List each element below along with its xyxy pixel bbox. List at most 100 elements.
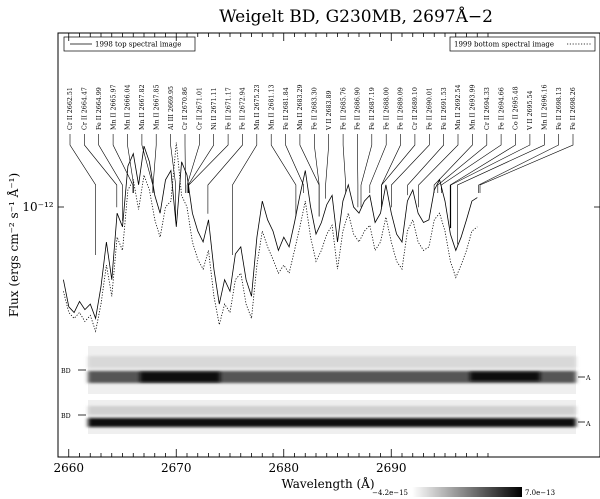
line-id-leader xyxy=(325,134,329,199)
y-tick-label: 10⁻¹² xyxy=(22,200,53,214)
x-tick-label: 2680 xyxy=(268,461,299,475)
line-id-label: Mn II 2665.97 xyxy=(110,84,117,130)
line-id-leader xyxy=(186,134,200,193)
line-identifications: Cr II 2662.51 Cr II 2664.47 Fe II 2664.99 M… xyxy=(67,84,577,255)
spectral-image-top-dark-band xyxy=(470,372,540,381)
line-id-label: Co II 2695.48 xyxy=(513,86,520,130)
line-id-label: Mn II 2666.04 xyxy=(125,84,132,130)
colorbar xyxy=(412,487,522,497)
line-id-leader xyxy=(437,134,488,193)
line-id-label: Cr II 2670.86 xyxy=(182,87,189,130)
x-ticks: 2660 2670 2680 2690 xyxy=(53,461,406,475)
line-id-label: Fe II 2691.53 xyxy=(441,87,448,130)
minor-ticks xyxy=(68,33,489,457)
top-image-right-label: A xyxy=(585,375,591,382)
line-id-leader xyxy=(342,134,346,193)
line-id-leader xyxy=(433,134,473,193)
line-id-label: Fe II 2685.76 xyxy=(340,87,347,130)
line-id-label: Cr II 2671.01 xyxy=(197,87,204,130)
line-id-label: Ni II 2671.11 xyxy=(211,87,218,130)
line-id-label: Fe II 2688.00 xyxy=(383,87,390,130)
line-id-leader xyxy=(187,134,214,193)
spectral-image-top xyxy=(88,346,576,394)
line-id-label: Cr II 2662.51 xyxy=(67,87,74,130)
chart-title: Weigelt BD, G230MB, 2697Å−2 xyxy=(219,6,493,27)
line-id-label: Fe II 2690.01 xyxy=(427,87,434,130)
spectral-image-bottom-trace-a xyxy=(88,418,576,427)
line-id-leader xyxy=(170,134,176,221)
line-id-label: Fe II 2672.94 xyxy=(240,87,247,130)
spectral-image-top-trace-bd xyxy=(88,356,576,368)
line-id-leader xyxy=(285,134,304,193)
line-id-leader xyxy=(152,134,157,193)
line-id-label: Mn II 2692.54 xyxy=(455,84,462,130)
colorbar-min-label: −4.2e−15 xyxy=(372,489,408,497)
line-id-label: Mn II 2693.99 xyxy=(470,84,477,130)
line-id-label: Fe II 2694.66 xyxy=(498,87,505,130)
line-id-label: Fe II 2681.84 xyxy=(283,87,290,130)
line-id-leader xyxy=(69,134,96,255)
line-id-label: Fe II 2664.99 xyxy=(96,87,103,130)
legend-right-box xyxy=(449,36,596,52)
line-id-leader xyxy=(391,134,430,208)
line-id-leader xyxy=(478,134,559,193)
x-axis-label: Wavelength (Å) xyxy=(281,476,374,491)
line-id-label: V II 2683.89 xyxy=(326,90,333,131)
line-id-leader xyxy=(407,134,444,196)
line-id-leader xyxy=(299,134,320,217)
line-id-leader xyxy=(232,134,258,255)
series-lines xyxy=(63,142,478,333)
line-id-label: Fe II 2698.13 xyxy=(556,87,563,130)
spectral-image-top-dark-band xyxy=(140,372,220,382)
line-id-leader xyxy=(84,134,118,208)
line-id-leader xyxy=(369,134,387,193)
line-id-leader xyxy=(441,134,502,193)
line-id-leader xyxy=(314,134,320,217)
line-id-label: Al III 2669.95 xyxy=(168,86,175,131)
line-id-leader xyxy=(381,134,401,208)
line-id-label: Fe II 2671.17 xyxy=(225,87,232,130)
plot-frame xyxy=(57,32,600,458)
line-id-leader xyxy=(479,134,574,193)
line-id-label: Mn II 2681.13 xyxy=(268,84,275,130)
spectral-image-bottom-trace-bd xyxy=(88,406,576,415)
line-id-label: Cr II 2694.33 xyxy=(484,87,491,130)
top-image-left-label: BD xyxy=(61,368,71,375)
y-axis-label: Flux (ergs cm⁻² s⁻¹ Å⁻¹) xyxy=(6,173,21,317)
line-id-leader xyxy=(450,134,531,229)
line-id-leader xyxy=(357,134,359,208)
line-id-leader xyxy=(360,134,373,208)
line-id-leader xyxy=(98,134,123,221)
line-id-label: Mn II 2696.16 xyxy=(542,84,549,130)
line-id-leader xyxy=(184,134,186,193)
line-id-leader xyxy=(381,134,416,208)
line-id-label: Mn II 2667.82 xyxy=(139,84,146,130)
x-tick-label: 2670 xyxy=(161,461,192,475)
line-id-label: Fe II 2686.90 xyxy=(355,87,362,130)
line-id-label: Mn II 2675.23 xyxy=(254,84,261,130)
series-line-1999 xyxy=(63,142,478,333)
line-id-label: Fe II 2689.09 xyxy=(398,87,405,130)
x-tick-label: 2660 xyxy=(53,461,84,475)
line-id-leader xyxy=(207,134,243,214)
line-id-label: Cr II 2664.47 xyxy=(82,87,89,130)
legend-right-label: 1999 bottom spectral image xyxy=(454,41,554,49)
line-id-label: Mn II 2667.85 xyxy=(153,84,160,130)
bottom-image-right-label: A xyxy=(585,421,591,428)
legend-left-box xyxy=(63,36,196,52)
line-id-label: Fe II 2698.26 xyxy=(570,87,577,130)
line-id-leader xyxy=(457,134,545,245)
spectral-image-bottom-bg xyxy=(88,400,576,434)
line-id-leader xyxy=(449,134,516,229)
line-id-leader xyxy=(127,134,134,193)
series-line-1998 xyxy=(63,145,478,320)
line-id-leader xyxy=(418,134,459,208)
line-id-label: Cr II 2689.10 xyxy=(412,87,419,130)
legend-right: 1999 bottom spectral image xyxy=(449,36,596,52)
x-tick-label: 2690 xyxy=(376,461,407,475)
legend-left-label: 1998 top spectral image xyxy=(95,41,181,49)
line-id-leader xyxy=(112,134,134,193)
colorbar-max-label: 7.0e−13 xyxy=(525,489,555,497)
